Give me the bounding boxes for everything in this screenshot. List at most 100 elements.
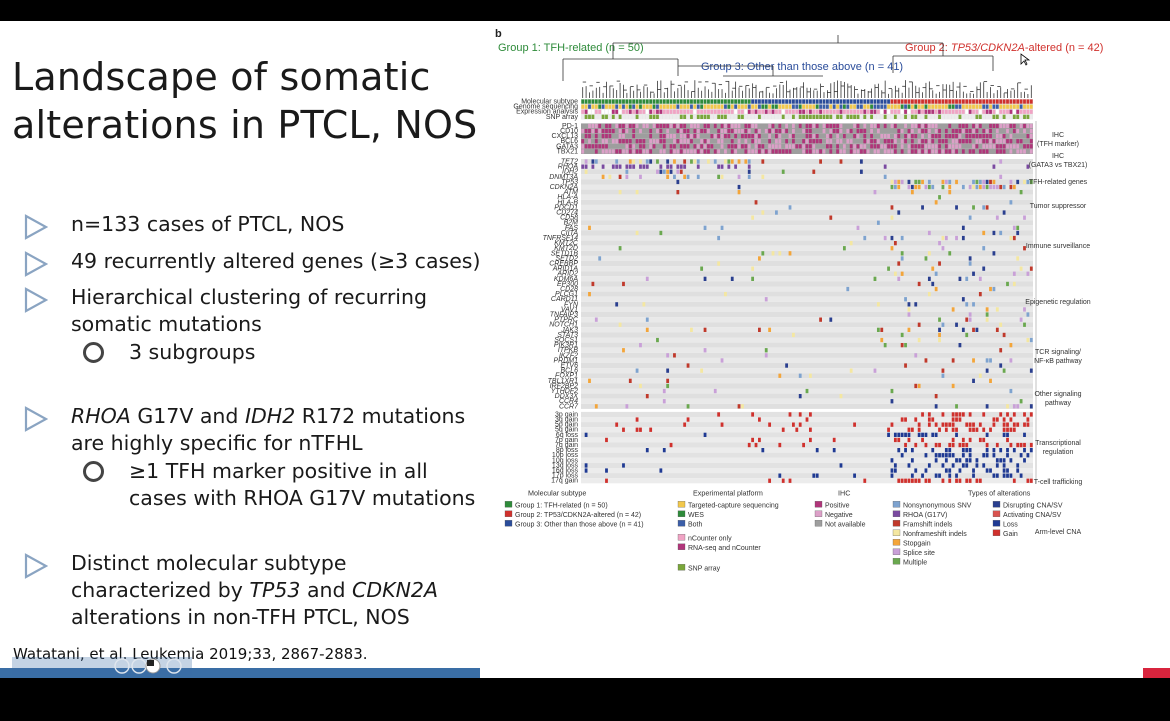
track-cell [907,114,911,119]
mutation-cell [999,363,1003,368]
track-cell [727,109,731,114]
ihc-cell [975,123,979,129]
cna-cell [995,442,999,448]
ihc-cell [914,139,918,144]
track-cell [795,114,799,119]
ihc-cell [1009,123,1013,129]
mutation-cell [989,378,992,383]
cna-cell [1006,432,1009,437]
mutation-cell [1012,404,1016,409]
ihc-cell [802,144,806,149]
legend-swatch [892,520,901,527]
slide: Landscape of somatic alterations in PTCL… [0,21,1170,678]
mutation-cell [917,383,921,389]
ihc-cell [747,123,751,129]
track-cell [632,114,636,119]
ihc-cell [985,139,989,144]
ihc-cell [866,123,870,129]
ihc-cell [781,123,785,129]
cna-cell [768,422,772,427]
track-cell [1023,109,1026,114]
track-cell [788,104,792,109]
mutation-cell [696,159,700,164]
track-cell [686,114,690,119]
ihc-cell [696,128,700,134]
mutation-cell [887,266,890,271]
gene-bg [581,174,1033,180]
legend-swatch [814,510,823,517]
mutation-cell [999,322,1003,327]
track-cell [968,114,972,119]
ihc-cell [1019,128,1023,134]
track-cell [815,114,819,119]
track-cell [1016,114,1020,119]
ihc-cell [696,149,700,154]
ihc-cell [1012,149,1016,154]
ihc-cell [982,139,986,144]
track-cell [720,109,724,114]
gene-bg [581,357,1033,363]
mutation-cell [995,184,999,190]
ihc-cell [581,128,585,134]
mutation-cell [1012,281,1016,287]
ihc-cell [598,139,602,144]
mutation-cell [1009,184,1013,190]
track-cell [995,99,999,104]
gene-bg [581,164,1033,170]
bullet-text-part: R172 mutations are highly specific for n… [71,404,466,455]
mutation-cell [717,174,721,179]
mutation-cell [968,312,972,317]
ihc-cell [870,149,873,154]
track-cell [632,99,636,104]
ihc-cell [713,128,717,134]
ihc-cell [608,128,612,134]
track-cell [673,114,676,119]
ihc-cell [815,134,819,139]
row-label: CREBBP [549,261,578,268]
mutation-cell [598,256,602,261]
ihc-cell [649,134,653,139]
ihc-cell [870,128,873,134]
ihc-cell [893,139,897,144]
track-cell [887,114,890,119]
ihc-cell [707,123,710,129]
mutation-cell [907,312,911,317]
ihc-cell [992,128,996,134]
cna-cell [1002,422,1006,427]
track-cell [795,104,799,109]
cna-cell [948,442,952,448]
ihc-cell [856,139,860,144]
ihc-cell [700,144,704,149]
mutation-cell [900,256,904,261]
row-label: CXCL13 [552,133,579,140]
mutation-cell [907,302,911,307]
ihc-cell [611,149,615,154]
gene-bg [581,245,1033,251]
ihc-cell [591,139,595,144]
legend-label: Disrupting CNA/SV [1003,502,1063,509]
cna-cell [1029,442,1033,448]
mutation-cell [890,205,894,210]
video-controls[interactable] [12,655,192,677]
ihc-cell [897,149,901,154]
ihc-cell [737,149,741,154]
track-cell [819,109,822,114]
row-label: RHOA [558,164,579,171]
track-cell [703,104,707,109]
track-cell [992,114,996,119]
cna-cell [1009,417,1013,422]
track-cell [897,114,901,119]
track-cell [758,104,761,109]
legend-label: nCounter only [688,535,732,542]
track-cell [792,109,795,114]
track-cell [747,114,751,119]
track-cell [608,114,612,119]
ihc-cell [744,144,748,149]
cna-cell [584,463,588,468]
ihc-cell [758,144,761,149]
legend-label: WES [688,512,704,519]
ihc-cell [893,128,897,134]
track-cell [842,114,846,119]
ihc-cell [917,134,921,139]
track-cell [1029,99,1033,104]
